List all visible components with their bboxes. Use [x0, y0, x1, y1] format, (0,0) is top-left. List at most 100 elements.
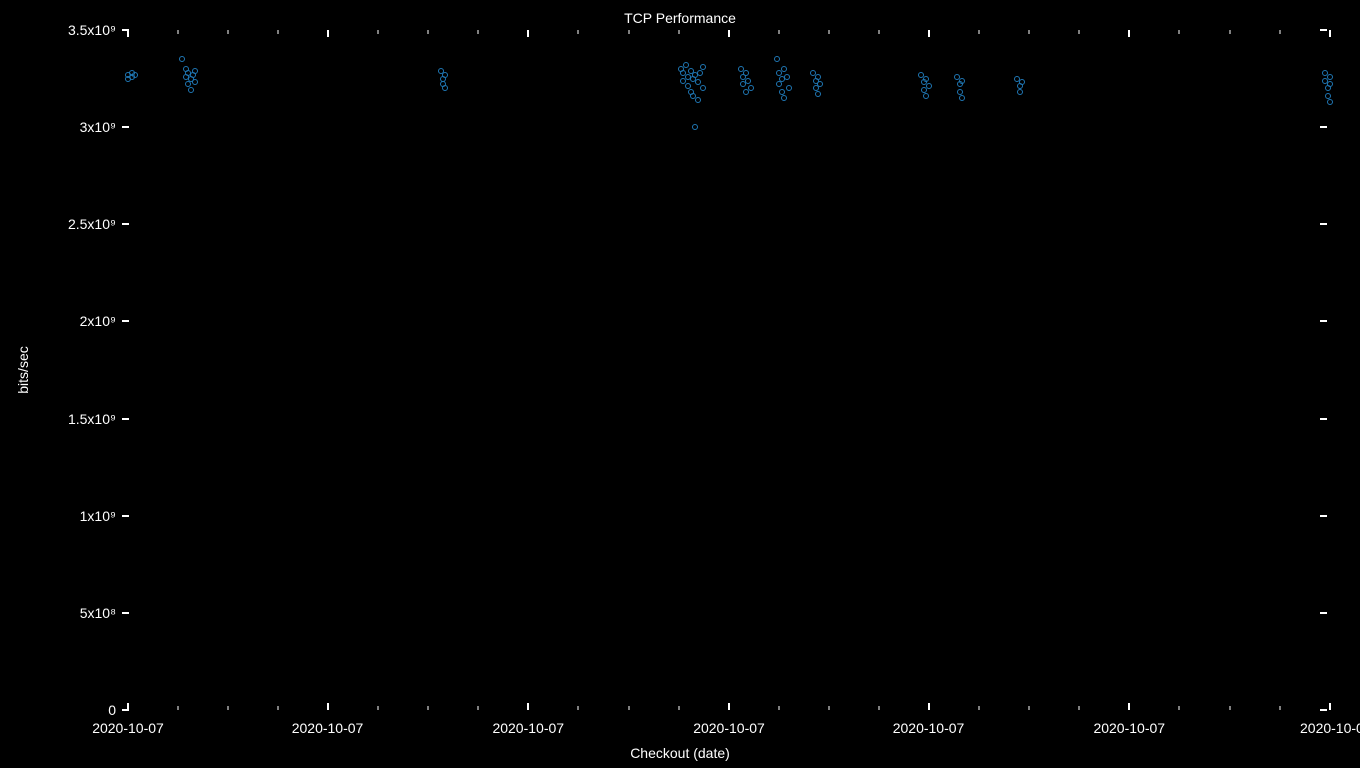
y-tick-label: 1x10⁹ [80, 508, 116, 524]
data-point [817, 81, 823, 87]
x-tick-mark [327, 30, 329, 37]
plot-area [128, 30, 1330, 710]
data-point [683, 62, 689, 68]
data-point [959, 95, 965, 101]
x-tick-label: 2020-10-07 [92, 720, 164, 736]
x-tick-mark [527, 30, 529, 37]
data-point [179, 56, 185, 62]
y-tick-mark [1320, 709, 1327, 711]
y-tick-mark [122, 612, 129, 614]
x-minor-tick [978, 706, 979, 710]
data-point [132, 72, 138, 78]
x-minor-tick [678, 30, 679, 34]
y-tick-label: 2x10⁹ [80, 313, 116, 329]
y-tick-mark [122, 515, 129, 517]
x-minor-tick [277, 706, 278, 710]
data-point [1327, 99, 1333, 105]
data-point [774, 56, 780, 62]
x-tick-label: 2020-10-07 [693, 720, 765, 736]
y-tick-mark [1320, 612, 1327, 614]
y-tick-mark [1320, 223, 1327, 225]
y-axis-label: bits/sec [15, 346, 31, 393]
y-tick-mark [1320, 29, 1327, 31]
x-tick-mark [1329, 30, 1331, 37]
y-tick-mark [1320, 126, 1327, 128]
x-minor-tick [377, 30, 378, 34]
x-minor-tick [778, 706, 779, 710]
x-tick-mark [728, 703, 730, 710]
data-point [784, 74, 790, 80]
x-minor-tick [1079, 30, 1080, 34]
x-minor-tick [377, 706, 378, 710]
data-point [700, 85, 706, 91]
data-point [815, 91, 821, 97]
data-point [743, 70, 749, 76]
x-minor-tick [227, 30, 228, 34]
data-point [1327, 81, 1333, 87]
x-tick-mark [127, 30, 129, 37]
chart-container: TCP Performance bits/sec Checkout (date)… [0, 0, 1360, 768]
x-tick-mark [1128, 703, 1130, 710]
x-minor-tick [1279, 30, 1280, 34]
data-point [745, 78, 751, 84]
data-point [748, 85, 754, 91]
x-tick-mark [728, 30, 730, 37]
x-minor-tick [628, 30, 629, 34]
x-tick-label: 2020-10-07 [492, 720, 564, 736]
x-tick-mark [1329, 703, 1331, 710]
y-tick-mark [1320, 418, 1327, 420]
x-minor-tick [878, 706, 879, 710]
data-point [700, 64, 706, 70]
x-tick-mark [928, 703, 930, 710]
x-minor-tick [978, 30, 979, 34]
data-point [781, 66, 787, 72]
x-minor-tick [1229, 30, 1230, 34]
x-tick-mark [527, 703, 529, 710]
x-tick-label: 2020-10-07 [292, 720, 364, 736]
data-point [192, 68, 198, 74]
x-minor-tick [828, 30, 829, 34]
data-point [188, 87, 194, 93]
x-minor-tick [578, 30, 579, 34]
x-minor-tick [1229, 706, 1230, 710]
x-tick-mark [928, 30, 930, 37]
x-minor-tick [878, 30, 879, 34]
x-tick-mark [1128, 30, 1130, 37]
data-point [815, 74, 821, 80]
data-point [926, 83, 932, 89]
x-tick-mark [127, 703, 129, 710]
data-point [1327, 74, 1333, 80]
y-tick-mark [122, 126, 129, 128]
x-axis-label: Checkout (date) [630, 745, 730, 761]
x-tick-mark [327, 703, 329, 710]
y-tick-label: 0 [108, 702, 116, 718]
data-point [786, 85, 792, 91]
x-minor-tick [1279, 706, 1280, 710]
x-minor-tick [478, 30, 479, 34]
y-tick-label: 5x10⁸ [80, 605, 116, 621]
chart-title: TCP Performance [624, 10, 736, 26]
x-minor-tick [1028, 30, 1029, 34]
y-tick-label: 3x10⁹ [80, 119, 116, 135]
data-point [923, 76, 929, 82]
x-minor-tick [1079, 706, 1080, 710]
x-minor-tick [427, 30, 428, 34]
data-point [695, 97, 701, 103]
data-point [781, 95, 787, 101]
data-point [776, 81, 782, 87]
data-point [442, 85, 448, 91]
y-tick-mark [122, 418, 129, 420]
y-tick-mark [1320, 515, 1327, 517]
y-tick-mark [122, 320, 129, 322]
x-minor-tick [678, 706, 679, 710]
x-minor-tick [177, 706, 178, 710]
x-tick-label: 2020-10-07 [893, 720, 965, 736]
data-point [959, 78, 965, 84]
x-minor-tick [277, 30, 278, 34]
x-minor-tick [478, 706, 479, 710]
x-minor-tick [1179, 30, 1180, 34]
data-point [1017, 89, 1023, 95]
x-minor-tick [427, 706, 428, 710]
x-minor-tick [778, 30, 779, 34]
data-point [695, 79, 701, 85]
